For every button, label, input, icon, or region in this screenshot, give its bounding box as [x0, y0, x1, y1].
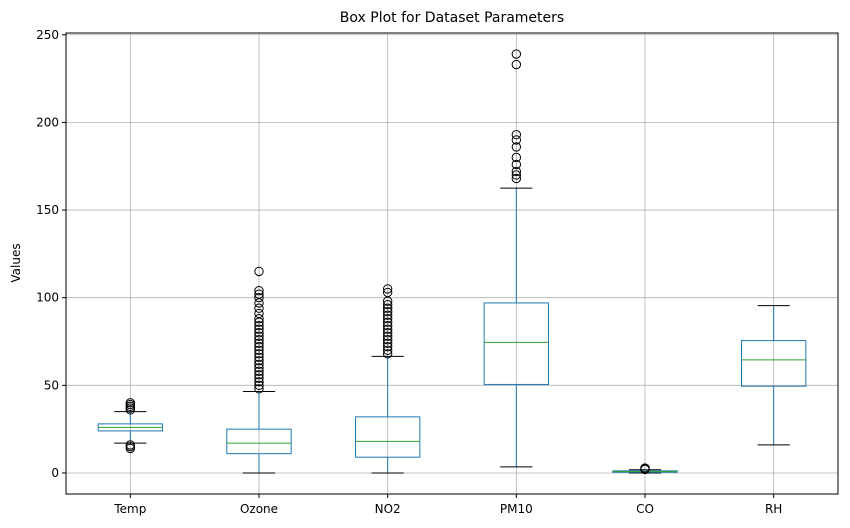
iqr-box: [483, 302, 549, 385]
outlier-point: [382, 307, 393, 317]
outlier-point: [382, 299, 393, 310]
outlier-point: [511, 129, 522, 140]
iqr-box: [226, 428, 292, 455]
outlier-point: [254, 363, 264, 373]
outlier-point: [382, 345, 393, 355]
y-tick-label: 150: [36, 203, 59, 217]
outlier-point: [254, 335, 264, 345]
outlier-point: [382, 349, 393, 359]
outlier-point: [382, 284, 393, 294]
outlier-point: [254, 380, 264, 391]
box-group-co: [612, 463, 678, 475]
outlier-point: [254, 366, 264, 377]
outlier-point: [382, 287, 393, 298]
box-group-pm10: [483, 49, 549, 468]
x-tick-label: Temp: [113, 502, 146, 516]
outlier-point: [254, 289, 264, 299]
outlier-point: [254, 345, 264, 355]
outlier-point: [511, 170, 522, 180]
y-tick-label: 200: [36, 115, 59, 129]
box-group-ozone: [226, 266, 292, 474]
x-tick-label: Ozone: [240, 502, 278, 516]
outlier-point: [511, 135, 522, 145]
outlier-point: [254, 342, 264, 352]
box-group-temp: [97, 398, 163, 454]
x-tick-label: NO2: [375, 502, 401, 516]
outlier-point: [511, 59, 522, 70]
outlier-point: [382, 303, 393, 313]
outlier-point: [382, 321, 393, 331]
x-tick-label: PM10: [500, 502, 533, 516]
x-tick-label: RH: [765, 502, 782, 516]
outlier-point: [511, 49, 522, 59]
box-group-no2: [355, 284, 421, 474]
y-tick-label: 100: [36, 291, 59, 305]
outlier-point: [254, 292, 264, 303]
outlier-point: [254, 356, 264, 366]
y-tick-label: 250: [36, 28, 59, 42]
box-layer: [97, 49, 807, 475]
outlier-point: [382, 331, 393, 341]
iqr-box: [355, 416, 421, 458]
outlier-point: [511, 173, 522, 184]
outlier-point: [254, 308, 264, 319]
x-tick-label: CO: [636, 502, 654, 516]
outlier-point: [254, 314, 264, 324]
outlier-point: [254, 349, 264, 359]
outlier-point: [254, 331, 264, 341]
outlier-point: [254, 328, 264, 338]
y-tick-label: 0: [51, 466, 59, 480]
outlier-point: [254, 266, 264, 277]
outlier-point: [382, 324, 393, 334]
axis-layer: 0 50 100 150 200 250 Temp Ozone NO2 PM10 CO RH: [36, 28, 839, 516]
outlier-point: [254, 384, 264, 394]
outlier-point: [125, 398, 136, 408]
outlier-point: [254, 359, 264, 369]
box-group-rh: [741, 305, 807, 446]
plot-frame: [65, 32, 839, 495]
outlier-point: [254, 373, 264, 384]
outlier-point: [382, 335, 393, 345]
iqr-box: [741, 340, 807, 387]
outlier-point: [382, 310, 393, 320]
grid-layer: [66, 33, 838, 494]
outlier-point: [640, 463, 650, 473]
outlier-point: [382, 317, 393, 327]
outlier-point: [511, 152, 522, 163]
outlier-point: [254, 377, 264, 387]
chart-title: Box Plot for Dataset Parameters: [340, 10, 564, 26]
outlier-point: [254, 321, 264, 331]
y-axis-label: Values: [9, 243, 23, 282]
outlier-point: [125, 440, 136, 450]
outlier-point: [511, 159, 522, 170]
outlier-point: [382, 314, 393, 324]
y-tick-label: 50: [44, 378, 59, 392]
outlier-point: [511, 166, 522, 177]
outlier-point: [254, 303, 264, 313]
outlier-point: [382, 338, 393, 348]
outlier-point: [254, 338, 264, 348]
outlier-point: [254, 324, 264, 334]
outlier-point: [254, 285, 264, 296]
outlier-point: [382, 328, 393, 338]
outlier-point: [382, 342, 393, 352]
outlier-point: [511, 142, 522, 152]
outlier-point: [254, 352, 264, 362]
outlier-point: [254, 370, 264, 380]
